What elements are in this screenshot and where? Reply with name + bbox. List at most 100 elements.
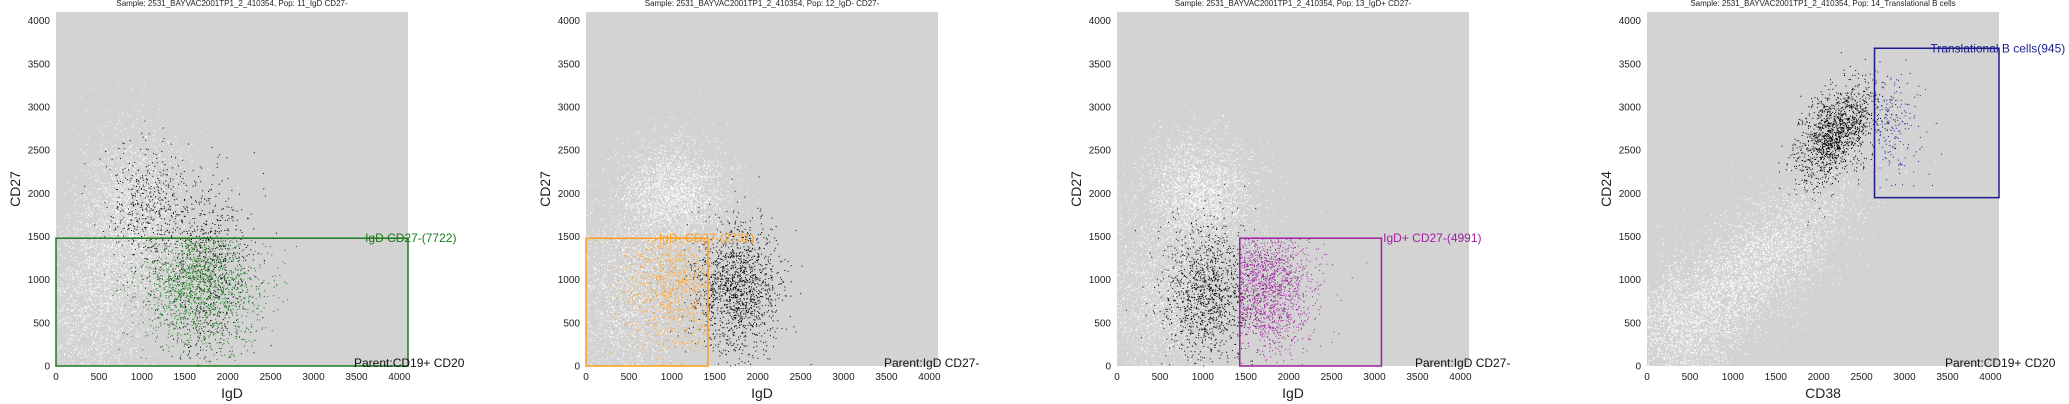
plot-title: Sample: 2531_BAYVAC2001TP1_2_410354, Pop… bbox=[116, 0, 348, 8]
event-points-white bbox=[56, 175, 182, 367]
plot-background bbox=[1647, 12, 1999, 366]
y-tick-label: 3500 bbox=[1619, 59, 1642, 70]
plot-title: Sample: 2531_BAYVAC2001TP1_2_410354, Pop… bbox=[1175, 0, 1412, 8]
y-tick-label: 0 bbox=[1635, 362, 1641, 373]
event-cloud bbox=[1117, 99, 1368, 367]
gate-label: Translational B cells(945) bbox=[1930, 41, 2065, 55]
y-tick-label: 0 bbox=[574, 362, 580, 373]
parent-label: Parent:CD19+ CD20 bbox=[1945, 356, 2056, 370]
y-tick-label: 1500 bbox=[1089, 232, 1112, 243]
event-cloud bbox=[1647, 52, 1942, 367]
plot-title: Sample: 2531_BAYVAC2001TP1_2_410354, Pop… bbox=[1690, 0, 1955, 8]
x-tick-label: 4000 bbox=[918, 372, 941, 383]
y-axis-label: CD27 bbox=[7, 171, 23, 207]
gate-rectangle bbox=[1873, 47, 2000, 199]
y-tick-label: 3000 bbox=[1089, 102, 1112, 113]
x-tick-label: 4000 bbox=[388, 372, 411, 383]
y-tick-label: 2000 bbox=[1089, 189, 1112, 200]
x-tick-label: 1500 bbox=[174, 372, 197, 383]
x-tick-label: 3000 bbox=[832, 372, 855, 383]
y-tick-label: 500 bbox=[33, 318, 50, 329]
x-tick-label: 3500 bbox=[345, 372, 368, 383]
x-tick-label: 2000 bbox=[1278, 372, 1301, 383]
event-points-black bbox=[148, 146, 266, 337]
y-tick-label: 2000 bbox=[28, 189, 51, 200]
y-tick-label: 1000 bbox=[558, 275, 581, 286]
x-tick-label: 1500 bbox=[1765, 372, 1788, 383]
y-tick-label: 2000 bbox=[1619, 189, 1642, 200]
x-tick-label: 3500 bbox=[875, 372, 898, 383]
event-points-navy bbox=[1874, 59, 1942, 188]
y-tick-label: 3000 bbox=[28, 102, 51, 113]
y-tick-label: 1500 bbox=[558, 232, 581, 243]
x-axis-label: IgD bbox=[1282, 385, 1304, 401]
x-tick-label: 2500 bbox=[1851, 372, 1874, 383]
y-tick-label: 4000 bbox=[28, 16, 51, 27]
x-tick-label: 1500 bbox=[1235, 372, 1258, 383]
x-tick-label: 0 bbox=[1114, 372, 1120, 383]
event-points-white bbox=[1647, 223, 1768, 367]
x-tick-label: 2500 bbox=[790, 372, 813, 383]
x-tick-label: 2500 bbox=[260, 372, 283, 383]
y-tick-label: 4000 bbox=[558, 16, 581, 27]
y-tick-label: 1000 bbox=[1619, 275, 1642, 286]
event-points-white bbox=[587, 92, 767, 292]
panel-4-scatter: Sample: 2531_BAYVAC2001TP1_2_410354, Pop… bbox=[1598, 0, 2065, 401]
x-tick-label: 0 bbox=[1644, 372, 1650, 383]
x-tick-label: 2000 bbox=[747, 372, 770, 383]
event-points-orange bbox=[594, 238, 709, 367]
x-tick-label: 2500 bbox=[1321, 372, 1344, 383]
plot-background bbox=[1117, 12, 1469, 366]
event-cloud bbox=[586, 92, 812, 367]
event-points-black bbox=[1778, 52, 1900, 226]
x-tick-label: 3000 bbox=[1363, 372, 1386, 383]
y-tick-label: 1500 bbox=[1619, 232, 1642, 243]
event-points-black bbox=[670, 176, 812, 367]
y-tick-label: 3500 bbox=[1089, 59, 1112, 70]
y-tick-label: 1500 bbox=[28, 232, 51, 243]
gate-rectangle bbox=[585, 237, 709, 367]
event-cloud bbox=[56, 72, 297, 367]
y-tick-label: 2500 bbox=[28, 146, 51, 157]
panel-2-scatter: Sample: 2531_BAYVAC2001TP1_2_410354, Pop… bbox=[537, 0, 979, 401]
y-tick-label: 3000 bbox=[1619, 102, 1642, 113]
x-tick-label: 1500 bbox=[704, 372, 727, 383]
gate-label: IgD CD27-(7722) bbox=[365, 231, 456, 245]
y-axis-label: CD27 bbox=[537, 171, 553, 207]
event-points-white bbox=[1117, 159, 1259, 367]
y-tick-label: 0 bbox=[44, 362, 50, 373]
x-tick-label: 3500 bbox=[1936, 372, 1959, 383]
y-tick-label: 3000 bbox=[558, 102, 581, 113]
y-tick-label: 4000 bbox=[1619, 16, 1642, 27]
y-axis-label: CD24 bbox=[1598, 171, 1614, 207]
x-tick-label: 4000 bbox=[1979, 372, 2002, 383]
x-tick-label: 2000 bbox=[217, 372, 240, 383]
y-tick-label: 3500 bbox=[28, 59, 51, 70]
gate-label: IgD+ CD27-(4991) bbox=[1383, 231, 1481, 245]
x-tick-label: 3000 bbox=[1893, 372, 1916, 383]
y-tick-label: 3500 bbox=[558, 59, 581, 70]
y-tick-label: 1000 bbox=[28, 275, 51, 286]
x-tick-label: 1000 bbox=[1192, 372, 1215, 383]
gate-label: IgD- CD27-(2731) bbox=[659, 231, 754, 245]
x-tick-label: 3000 bbox=[302, 372, 325, 383]
panel-3-scatter: Sample: 2531_BAYVAC2001TP1_2_410354, Pop… bbox=[1068, 0, 1510, 401]
x-tick-label: 4000 bbox=[1449, 372, 1472, 383]
x-axis-label: IgD bbox=[221, 385, 243, 401]
x-tick-label: 2000 bbox=[1808, 372, 1831, 383]
x-tick-label: 500 bbox=[91, 372, 108, 383]
y-tick-label: 2500 bbox=[1619, 146, 1642, 157]
panel-1-scatter: Sample: 2531_BAYVAC2001TP1_2_410354, Pop… bbox=[7, 0, 465, 401]
plot-title: Sample: 2531_BAYVAC2001TP1_2_410354, Pop… bbox=[645, 0, 880, 8]
gate-rectangle bbox=[1239, 237, 1383, 367]
gate-rectangle bbox=[55, 237, 409, 367]
parent-label: Parent:IgD CD27- bbox=[1415, 356, 1510, 370]
x-axis-label: IgD bbox=[751, 385, 773, 401]
x-tick-label: 500 bbox=[1152, 372, 1169, 383]
y-tick-label: 2500 bbox=[1089, 146, 1112, 157]
x-tick-label: 1000 bbox=[661, 372, 684, 383]
x-tick-label: 3500 bbox=[1406, 372, 1429, 383]
y-axis-label: CD27 bbox=[1068, 171, 1084, 207]
x-tick-label: 500 bbox=[621, 372, 638, 383]
